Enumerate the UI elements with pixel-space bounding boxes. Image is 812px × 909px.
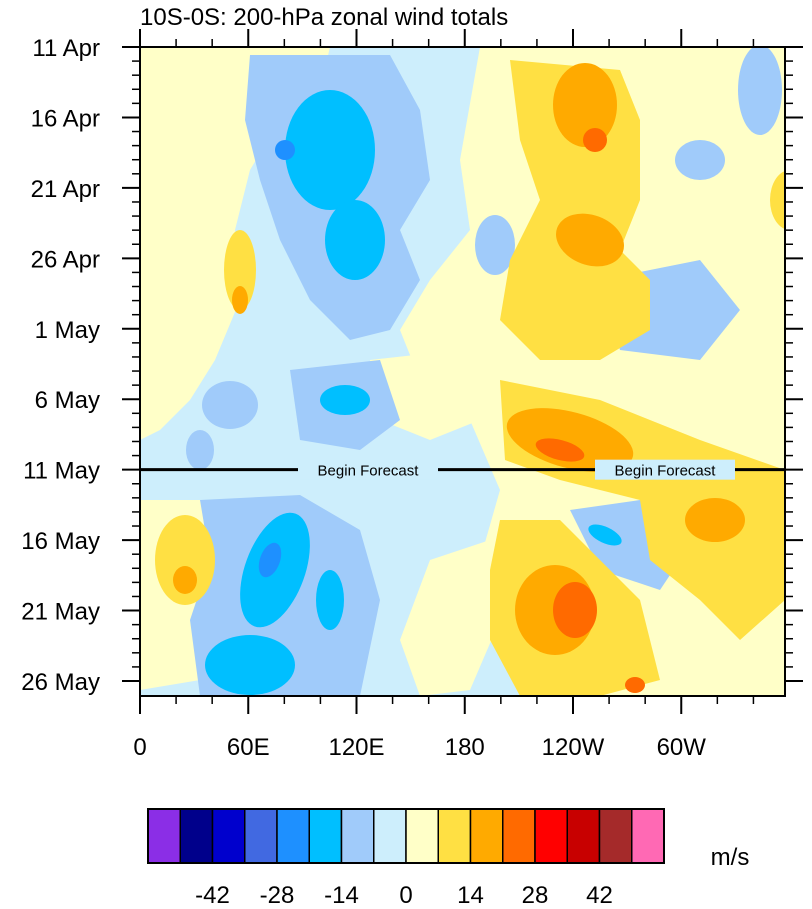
westerly-core — [556, 213, 624, 267]
x-tick-label: 120W — [542, 734, 605, 761]
x-tick-label: 180 — [445, 734, 485, 761]
weak-easterly-patch — [475, 215, 515, 275]
westerly-belt — [155, 515, 215, 605]
colorbar-swatch — [469, 808, 504, 864]
y-tick-label: 16 Apr — [31, 105, 100, 132]
westerly-peak — [625, 677, 645, 693]
colorbar-swatch — [373, 808, 407, 864]
westerly-peak — [553, 582, 597, 638]
easterly-core — [285, 90, 375, 210]
westerly-core — [232, 286, 248, 314]
westerly-peak — [583, 128, 607, 152]
weak-westerly-region — [400, 540, 500, 696]
colorbar-tick-label: 42 — [586, 882, 613, 909]
y-tick-label: 26 Apr — [31, 246, 100, 273]
colorbar-tick-label: 14 — [457, 882, 484, 909]
y-tick-label: 21 Apr — [31, 176, 100, 203]
begin-forecast-label: Begin Forecast — [615, 463, 717, 480]
easterly-core — [316, 570, 344, 630]
westerly-belt — [500, 60, 650, 360]
colorbar-tick-label: -14 — [324, 882, 359, 909]
weak-easterly-patch — [186, 430, 214, 470]
easterly-core — [205, 635, 295, 695]
colorbar-swatch — [179, 808, 214, 864]
westerly-belt — [224, 230, 256, 310]
easterly-core — [588, 524, 622, 546]
westerly-core — [506, 408, 634, 472]
y-tick-label: 21 May — [21, 599, 100, 626]
begin-forecast-label: Begin Forecast — [318, 463, 420, 480]
y-tick-label: 6 May — [35, 387, 100, 414]
colorbar-swatch — [534, 808, 568, 864]
colorbar-swatch — [631, 808, 665, 864]
colorbar-swatch — [211, 808, 246, 864]
colorbar-swatch — [276, 808, 310, 864]
easterly-core — [325, 200, 385, 280]
x-tick-label: 60W — [657, 734, 707, 761]
colorbar-swatch — [502, 808, 536, 864]
forecast-label-bg — [595, 459, 735, 480]
x-tick-label: 0 — [133, 734, 146, 761]
easterly-core — [320, 385, 370, 415]
weak-easterly-patch — [675, 140, 725, 180]
hovmoller-plot — [140, 47, 785, 696]
colorbar-swatch — [405, 808, 439, 864]
colorbar-tick-label: -42 — [195, 882, 230, 909]
x-tick-label: 120E — [328, 734, 384, 761]
forecast-label-bg — [298, 459, 438, 480]
colorbar-swatch — [147, 808, 181, 864]
colorbar-swatch — [308, 808, 343, 864]
westerly-peak — [535, 438, 585, 462]
westerly-core — [173, 566, 197, 594]
weak-easterly-patch — [202, 381, 258, 429]
colorbar-tick-label: 0 — [399, 882, 412, 909]
y-tick-label: 11 Apr — [32, 35, 100, 62]
colorbar-swatch — [598, 808, 633, 864]
colorbar-units: m/s — [711, 844, 750, 871]
y-tick-label: 16 May — [21, 528, 100, 555]
colorbar-swatch — [244, 808, 278, 864]
easterly-peak — [258, 542, 282, 578]
easterly-peak — [275, 140, 295, 160]
colorbar-frame — [147, 808, 665, 864]
colorbar-swatch — [566, 808, 601, 864]
westerly-core — [553, 63, 617, 147]
chart-title: 10S-0S: 200-hPa zonal wind totals — [140, 4, 508, 31]
weak-easterly-patch — [738, 47, 782, 135]
westerly-core — [685, 498, 745, 542]
y-tick-label: 11 May — [23, 458, 100, 485]
y-tick-label: 1 May — [35, 317, 100, 344]
x-tick-label: 60E — [227, 734, 270, 761]
colorbar-swatch — [340, 808, 375, 864]
westerly-belt — [770, 170, 785, 230]
colorbar-tick-label: -28 — [260, 882, 295, 909]
y-tick-label: 26 May — [21, 669, 100, 696]
colorbar-swatch — [437, 808, 472, 864]
colorbar-tick-label: 28 — [522, 882, 549, 909]
